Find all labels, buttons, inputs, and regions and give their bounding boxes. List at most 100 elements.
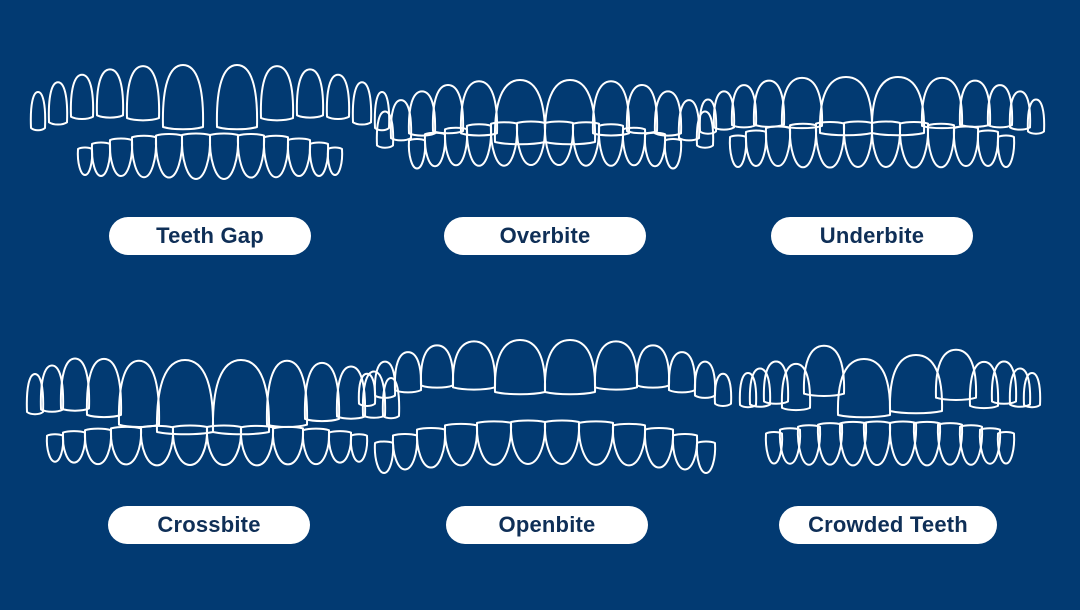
upper-tooth bbox=[95, 68, 125, 119]
upper-tooth bbox=[419, 344, 455, 389]
upper-tooth bbox=[373, 360, 397, 399]
lower-tooth bbox=[996, 431, 1016, 465]
upper-tooth bbox=[493, 339, 547, 396]
upper-tooth bbox=[730, 84, 758, 129]
lower-tooth bbox=[611, 422, 647, 467]
lower-tooth bbox=[695, 440, 717, 474]
lower-tooth bbox=[643, 131, 667, 168]
lower-tooth bbox=[788, 122, 818, 169]
upper-tooth bbox=[459, 80, 499, 137]
upper-tooth bbox=[125, 65, 161, 122]
teeth-gap-illustration bbox=[29, 55, 391, 205]
lower-tooth bbox=[778, 427, 802, 465]
lower-tooth bbox=[308, 141, 330, 177]
openbite-illustration bbox=[357, 330, 733, 480]
upper-tooth bbox=[373, 91, 391, 132]
crossbite-illustration bbox=[25, 335, 401, 485]
lower-tooth bbox=[239, 424, 275, 467]
upper-tooth bbox=[215, 64, 259, 131]
lower-tooth bbox=[236, 133, 266, 179]
upper-tooth bbox=[381, 377, 401, 420]
lower-tooth bbox=[109, 425, 143, 466]
upper-tooth bbox=[958, 79, 992, 128]
lower-tooth bbox=[796, 424, 822, 466]
lower-tooth bbox=[976, 129, 1000, 167]
upper-tooth bbox=[357, 372, 377, 407]
lower-tooth bbox=[978, 427, 1002, 465]
upper-tooth bbox=[591, 80, 631, 137]
lower-tooth bbox=[671, 432, 699, 471]
upper-tooth bbox=[888, 354, 944, 415]
upper-tooth bbox=[543, 339, 597, 396]
lower-tooth bbox=[862, 420, 892, 466]
upper-tooth bbox=[762, 360, 790, 405]
upper-tooth bbox=[593, 340, 639, 391]
lower-tooth bbox=[349, 433, 369, 463]
lower-tooth bbox=[764, 431, 784, 465]
upper-tooth bbox=[695, 110, 715, 149]
upper-tooth bbox=[493, 79, 547, 146]
upper-tooth bbox=[389, 99, 413, 142]
lower-tooth bbox=[76, 146, 94, 176]
crossbite-drawing bbox=[25, 357, 401, 467]
lower-tooth bbox=[262, 134, 290, 179]
lower-tooth bbox=[571, 121, 601, 167]
lower-tooth bbox=[475, 420, 513, 466]
upper-tooth bbox=[351, 81, 373, 126]
upper-tooth bbox=[39, 364, 65, 413]
crowded-teeth-drawing bbox=[738, 344, 1042, 467]
upper-tooth bbox=[117, 359, 161, 428]
upper-tooth bbox=[748, 367, 772, 408]
lower-tooth bbox=[443, 126, 469, 167]
overbite-label: Overbite bbox=[444, 217, 646, 255]
upper-tooth bbox=[407, 90, 437, 137]
upper-tooth bbox=[752, 79, 786, 128]
upper-tooth bbox=[653, 90, 683, 137]
upper-tooth bbox=[1022, 372, 1042, 409]
lower-tooth bbox=[391, 432, 419, 471]
underbite-illustration bbox=[698, 55, 1046, 205]
upper-tooth bbox=[161, 64, 205, 131]
upper-tooth bbox=[47, 81, 69, 126]
underbite-label: Underbite bbox=[771, 217, 973, 255]
lower-tooth bbox=[926, 122, 956, 169]
upper-tooth bbox=[59, 357, 91, 412]
upper-tooth bbox=[677, 99, 701, 142]
upper-tooth bbox=[698, 98, 718, 135]
upper-tooth bbox=[780, 76, 824, 130]
lower-tooth bbox=[301, 427, 331, 466]
upper-tooth bbox=[968, 360, 1000, 410]
lower-tooth bbox=[443, 422, 479, 467]
openbite-drawing bbox=[357, 339, 733, 474]
lower-tooth bbox=[814, 121, 846, 169]
lower-tooth bbox=[597, 123, 625, 167]
lower-tooth bbox=[912, 420, 942, 467]
lower-tooth bbox=[130, 134, 158, 179]
upper-tooth bbox=[934, 348, 978, 401]
upper-tooth bbox=[25, 373, 45, 416]
upper-tooth bbox=[265, 359, 309, 428]
lower-tooth bbox=[489, 121, 519, 167]
upper-tooth bbox=[635, 344, 671, 389]
lower-tooth bbox=[423, 131, 447, 168]
upper-tooth bbox=[802, 344, 846, 397]
crowded-teeth-label: Crowded Teeth bbox=[779, 506, 997, 544]
upper-tooth bbox=[712, 90, 736, 131]
lower-tooth bbox=[543, 120, 575, 166]
lower-tooth bbox=[205, 424, 243, 466]
lower-tooth bbox=[958, 424, 984, 466]
crossbite-label: Crossbite bbox=[108, 506, 310, 544]
upper-tooth bbox=[295, 68, 325, 119]
lower-tooth bbox=[139, 424, 175, 467]
lower-tooth bbox=[415, 427, 447, 469]
lower-tooth bbox=[90, 141, 112, 177]
upper-tooth bbox=[738, 372, 758, 409]
underbite-drawing bbox=[698, 76, 1046, 169]
upper-tooth bbox=[986, 84, 1014, 129]
lower-tooth bbox=[870, 120, 902, 168]
lower-tooth bbox=[577, 420, 615, 466]
lower-tooth bbox=[61, 430, 87, 464]
upper-tooth bbox=[780, 362, 812, 412]
lower-tooth bbox=[83, 427, 113, 466]
